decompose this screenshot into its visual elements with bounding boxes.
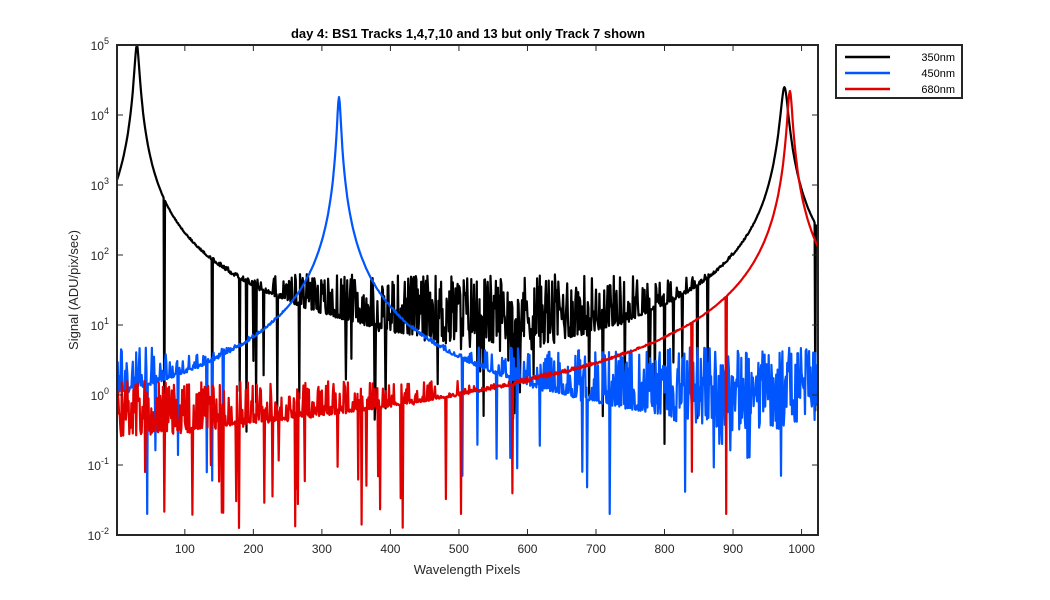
y-tick-label: 100 bbox=[91, 386, 109, 403]
x-tick-label: 900 bbox=[723, 542, 743, 556]
series-line-450nm bbox=[117, 96, 818, 515]
legend-label: 680nm bbox=[921, 84, 955, 96]
x-tick-label: 800 bbox=[654, 542, 674, 556]
x-axis-label: Wavelength Pixels bbox=[414, 562, 521, 577]
ticks-layer: 100 200 300 400 500 600 700 800 900 1000 10-2 10-1 1… bbox=[88, 36, 818, 556]
plot-area: 100 200 300 400 500 600 700 800 900 1000 10-2 10-1 1… bbox=[88, 36, 819, 556]
y-tick-label: 103 bbox=[91, 176, 109, 193]
y-axis-label: Signal (ADU/pix/sec) bbox=[66, 230, 81, 350]
y-tick-label: 104 bbox=[91, 106, 109, 123]
x-tick-label: 1000 bbox=[788, 542, 815, 556]
x-tick-label: 700 bbox=[586, 542, 606, 556]
y-tick-label: 101 bbox=[91, 316, 109, 333]
legend-items: 350nm 450nm 680nm bbox=[845, 52, 955, 96]
y-tick-label: 102 bbox=[91, 246, 109, 263]
x-tick-label: 300 bbox=[312, 542, 332, 556]
series-layer bbox=[117, 45, 818, 529]
y-tick-label: 10-1 bbox=[88, 456, 109, 473]
x-tick-label: 100 bbox=[175, 542, 195, 556]
y-tick-label: 10-2 bbox=[88, 526, 109, 543]
x-tick-label: 400 bbox=[380, 542, 400, 556]
series-line-350nm bbox=[117, 45, 818, 470]
y-tick-label: 105 bbox=[91, 36, 109, 53]
legend-label: 450nm bbox=[921, 68, 955, 80]
series-line-680nm bbox=[117, 89, 818, 529]
legend-label: 350nm bbox=[921, 52, 955, 64]
chart-title: day 4: BS1 Tracks 1,4,7,10 and 13 but on… bbox=[291, 26, 645, 41]
legend: 350nm 450nm 680nm bbox=[835, 44, 963, 99]
x-tick-label: 200 bbox=[243, 542, 263, 556]
x-tick-label: 500 bbox=[449, 542, 469, 556]
x-tick-label: 600 bbox=[517, 542, 537, 556]
plot-border bbox=[116, 44, 819, 536]
